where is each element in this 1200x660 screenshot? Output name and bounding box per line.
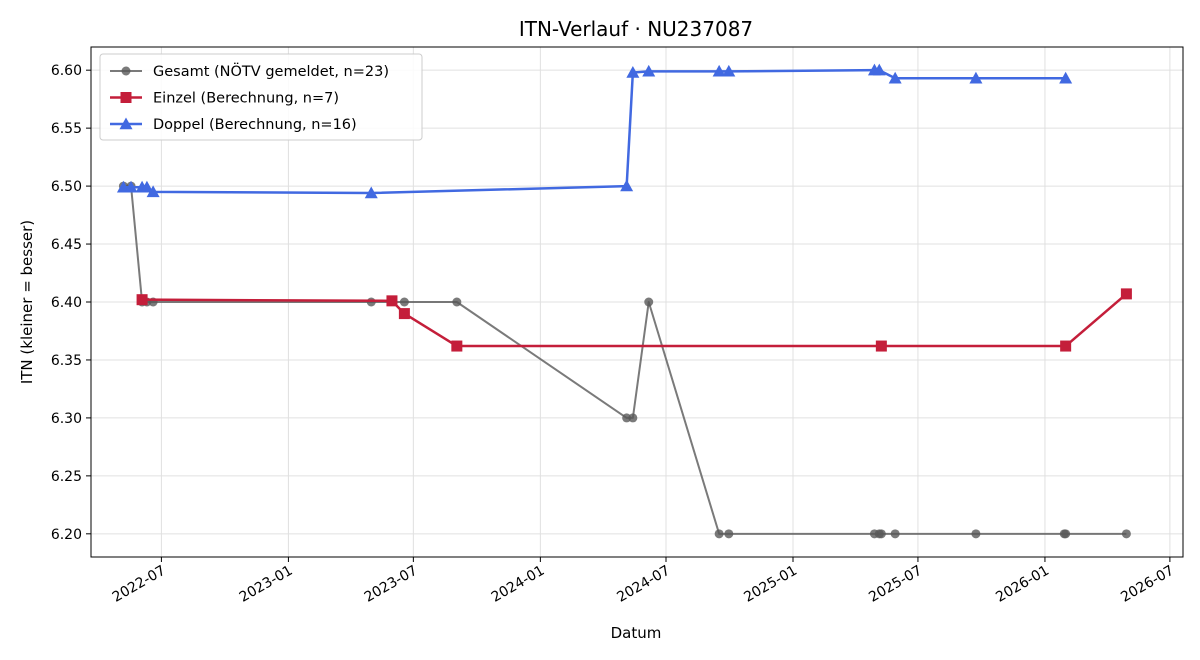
y-axis-ticks: 6.20 6.25 6.30 6.35 6.40 6.45 6.50 6.55 6.60 xyxy=(51,63,91,543)
series-einzel xyxy=(136,288,1132,352)
y-tick-label: 6.25 xyxy=(51,469,82,485)
data-point-doppel xyxy=(1059,71,1073,84)
data-point-gesamt xyxy=(971,529,981,539)
series-layer xyxy=(116,63,1132,539)
data-point-gesamt xyxy=(452,297,462,307)
series-doppel xyxy=(116,63,1073,199)
y-tick-label: 6.30 xyxy=(51,411,82,427)
data-point-doppel xyxy=(969,71,983,84)
legend-item-gesamt: Gesamt (NÖTV gemeldet, n=23) xyxy=(110,62,389,80)
legend-label: Einzel (Berechnung, n=7) xyxy=(153,91,339,107)
y-tick-label: 6.55 xyxy=(51,121,82,137)
legend-label: Doppel (Berechnung, n=16) xyxy=(153,117,357,133)
data-point-doppel xyxy=(146,185,160,198)
y-tick-label: 6.45 xyxy=(51,237,82,253)
x-axis-label: Datum xyxy=(611,624,662,642)
data-point-doppel xyxy=(872,63,886,76)
legend-label: Gesamt (NÖTV gemeldet, n=23) xyxy=(153,62,389,80)
data-point-einzel xyxy=(875,340,887,352)
series-gesamt xyxy=(118,181,1131,539)
data-point-doppel xyxy=(626,66,640,78)
data-point-doppel xyxy=(642,64,656,77)
data-point-doppel xyxy=(124,180,138,193)
chart-title: ITN-Verlauf · NU237087 xyxy=(519,17,753,41)
data-point-gesamt xyxy=(714,529,724,539)
data-point-gesamt xyxy=(399,297,409,307)
y-axis-label: ITN (kleiner = besser) xyxy=(18,220,36,384)
legend-swatch-marker xyxy=(121,66,131,76)
legend-item-einzel: Einzel (Berechnung, n=7) xyxy=(110,91,339,107)
data-point-gesamt xyxy=(724,529,734,539)
y-tick-label: 6.50 xyxy=(51,179,82,195)
legend-box xyxy=(99,53,423,141)
y-tick-label: 6.40 xyxy=(51,295,82,311)
y-tick-label: 6.60 xyxy=(51,63,82,79)
data-point-einzel xyxy=(1060,340,1072,352)
data-point-gesamt xyxy=(644,297,654,307)
data-point-doppel xyxy=(712,64,726,77)
data-point-einzel xyxy=(398,308,410,320)
data-point-doppel xyxy=(620,179,634,192)
data-point-gesamt xyxy=(628,413,638,423)
data-point-gesamt xyxy=(876,529,886,539)
data-point-gesamt xyxy=(1061,529,1071,539)
legend: Gesamt (NÖTV gemeldet, n=23) Einzel (Bere… xyxy=(99,53,423,141)
data-point-doppel xyxy=(140,180,154,193)
legend-swatch-marker xyxy=(119,117,133,130)
legend-item-doppel: Doppel (Berechnung, n=16) xyxy=(110,117,357,133)
data-point-einzel xyxy=(136,294,148,306)
data-point-einzel xyxy=(1120,288,1132,300)
data-point-einzel xyxy=(386,295,398,307)
legend-swatch-marker xyxy=(120,92,132,103)
data-point-doppel xyxy=(722,64,736,77)
data-point-gesamt xyxy=(622,413,632,423)
data-point-doppel xyxy=(888,71,902,84)
data-point-einzel xyxy=(451,340,463,352)
data-point-gesamt xyxy=(1121,529,1131,539)
data-point-gesamt xyxy=(890,529,900,539)
y-tick-label: 6.35 xyxy=(51,353,82,369)
data-point-doppel xyxy=(364,186,378,199)
y-tick-label: 6.20 xyxy=(51,527,82,543)
